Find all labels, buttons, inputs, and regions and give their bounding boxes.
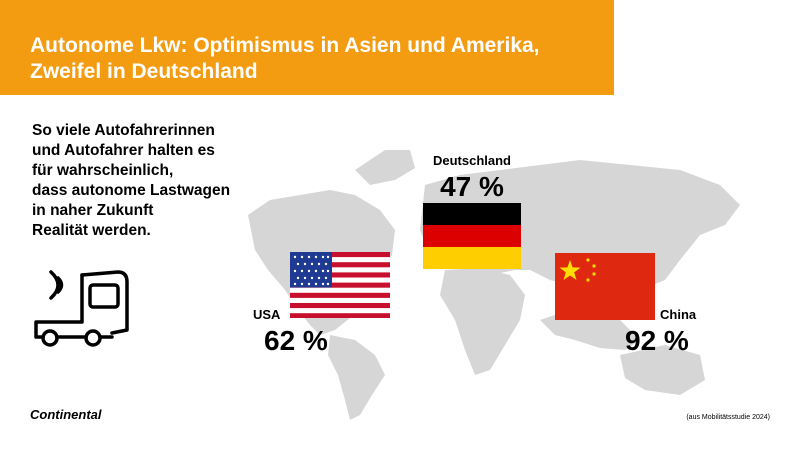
country-value: 47 % xyxy=(440,171,504,202)
country-value: 92 % xyxy=(625,325,689,356)
intro-line: und Autofahrer halten es xyxy=(32,142,215,159)
germany-flag xyxy=(423,203,521,269)
intro-line: So viele Autofahrerinnen xyxy=(32,122,215,139)
country-value: 62 % xyxy=(264,325,328,356)
intro-line: dass autonome Lastwagen xyxy=(32,182,230,199)
title-line: Autonome Lkw: Optimismus in Asien und Am… xyxy=(30,34,540,57)
intro-line: in naher Zukunft xyxy=(32,202,153,219)
country-name: USA xyxy=(253,307,281,322)
intro-line: für wahrscheinlich, xyxy=(32,162,173,179)
china-flag xyxy=(555,253,655,320)
source-note: (aus Mobilitätsstudie 2024) xyxy=(686,414,770,421)
title-line: Zweifel in Deutschland xyxy=(30,60,258,83)
country-name: Deutschland xyxy=(433,153,511,168)
country-name: China xyxy=(660,307,697,322)
header-bar xyxy=(0,0,614,95)
brand-logo: Continental xyxy=(30,407,102,422)
intro-text: So viele Autofahrerinnen und Autofahrer … xyxy=(32,122,230,239)
truck-icon xyxy=(34,270,129,347)
intro-line: Realität werden. xyxy=(32,222,151,239)
usa-flag xyxy=(290,252,390,318)
